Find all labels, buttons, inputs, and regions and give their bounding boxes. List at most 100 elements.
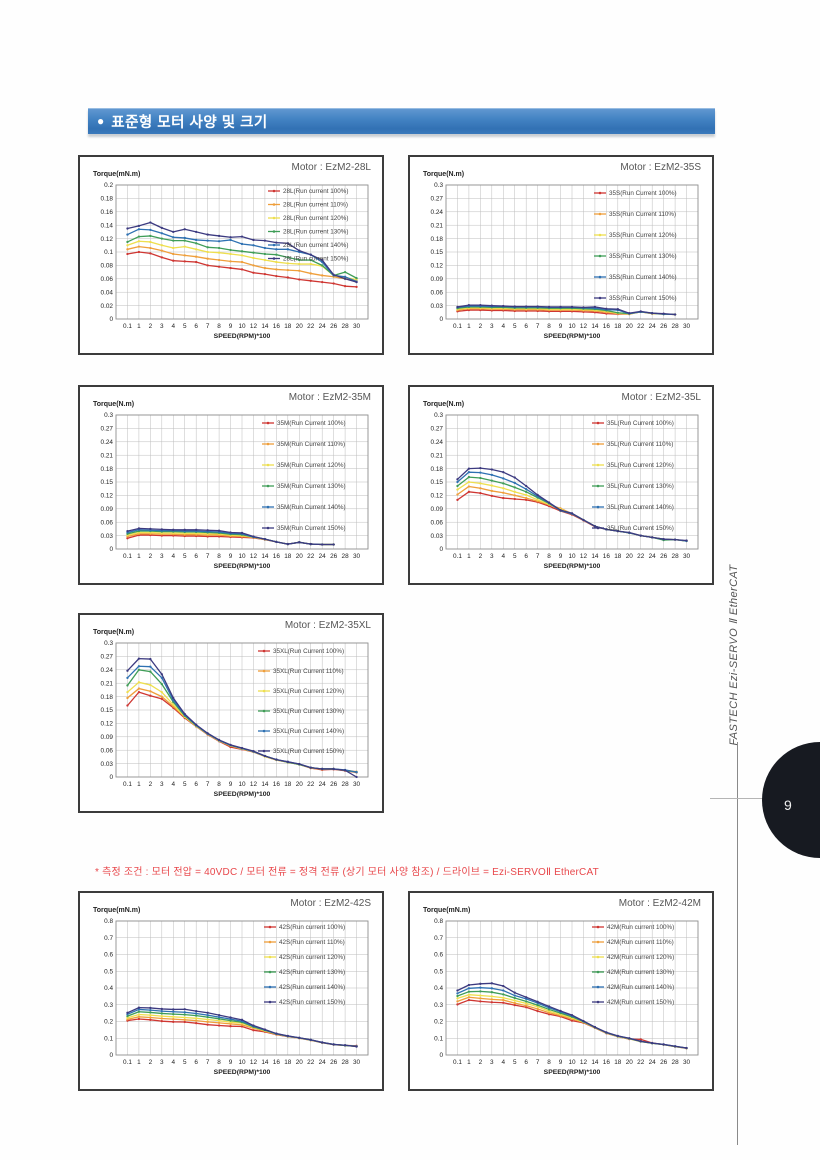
chart-title: Motor : EzM2-35XL (284, 620, 371, 631)
svg-text:35S(Run Current 100%): 35S(Run Current 100%) (609, 190, 677, 197)
svg-text:16: 16 (603, 323, 611, 330)
section-title: 표준형 모터 사양 및 크기 (111, 114, 268, 131)
page-number: 9 (784, 797, 792, 813)
svg-text:7: 7 (536, 1059, 540, 1066)
svg-text:7: 7 (206, 1059, 210, 1066)
svg-text:0.16: 0.16 (101, 209, 114, 216)
svg-text:0.12: 0.12 (431, 493, 444, 500)
svg-text:6: 6 (194, 781, 198, 788)
svg-text:0.21: 0.21 (431, 222, 444, 229)
svg-text:0.1: 0.1 (104, 1035, 113, 1042)
svg-text:30: 30 (353, 323, 361, 330)
x-axis-label: SPEED(RPM)*100 (214, 1069, 271, 1076)
svg-text:12: 12 (580, 553, 588, 560)
svg-text:10: 10 (568, 323, 576, 330)
series-line (456, 304, 677, 316)
svg-text:35XL(Run Current 120%): 35XL(Run Current 120%) (273, 688, 344, 695)
svg-text:0.6: 0.6 (434, 952, 443, 959)
svg-text:0.1: 0.1 (453, 323, 462, 330)
legend-entry: 35XL(Run Current 120%) (258, 688, 344, 695)
svg-text:7: 7 (206, 553, 210, 560)
svg-text:7: 7 (206, 323, 210, 330)
series-line (456, 982, 688, 1050)
svg-text:24: 24 (649, 1059, 657, 1066)
y-tick-labels: 0 0.03 0.06 0.09 0.12 0.15 0.18 0.21 0.24 0.27 0.3 (431, 412, 444, 553)
svg-text:35L(Run Current 140%): 35L(Run Current 140%) (607, 504, 674, 511)
svg-text:26: 26 (330, 781, 338, 788)
svg-text:24: 24 (649, 553, 657, 560)
svg-text:20: 20 (626, 1059, 634, 1066)
svg-text:35XL(Run Current 110%): 35XL(Run Current 110%) (273, 668, 344, 675)
svg-text:0.2: 0.2 (104, 182, 113, 189)
svg-text:42M(Run current 140%): 42M(Run current 140%) (607, 984, 674, 991)
svg-text:12: 12 (580, 323, 588, 330)
legend-entry: 28L(Run current 130%) (268, 229, 348, 236)
legend-entry: 35S(Run Current 110%) (594, 211, 676, 218)
svg-text:0.06: 0.06 (101, 747, 114, 754)
legend-entry: 35M(Run Current 120%) (262, 462, 346, 469)
svg-text:42M(Run current 110%): 42M(Run current 110%) (607, 939, 674, 946)
chart-title: Motor : EzM2-35S (620, 162, 701, 173)
svg-text:35M(Run Current 100%): 35M(Run Current 100%) (277, 420, 346, 427)
svg-text:35XL(Run Current 130%): 35XL(Run Current 130%) (273, 708, 344, 715)
svg-text:0: 0 (439, 546, 443, 553)
svg-text:42M(Run current 100%): 42M(Run current 100%) (607, 924, 674, 931)
svg-text:0.3: 0.3 (104, 1002, 113, 1009)
legend-entry: 35S(Run Current 100%) (594, 190, 677, 197)
y-axis-label: Torque(mN.m) (93, 907, 141, 914)
svg-text:0.1: 0.1 (123, 1059, 132, 1066)
legend-entry: 42M(Run current 110%) (592, 939, 674, 946)
svg-text:2: 2 (149, 323, 153, 330)
svg-text:0.02: 0.02 (101, 303, 114, 310)
svg-text:42S(Run current 120%): 42S(Run current 120%) (279, 954, 345, 961)
svg-text:0.15: 0.15 (101, 479, 114, 486)
svg-text:0.06: 0.06 (431, 519, 444, 526)
svg-text:0.12: 0.12 (101, 236, 114, 243)
legend-entry: 35S(Run Current 120%) (594, 232, 677, 239)
svg-text:0.3: 0.3 (104, 412, 113, 419)
svg-text:18: 18 (284, 781, 292, 788)
svg-text:9: 9 (559, 1059, 563, 1066)
svg-text:5: 5 (513, 553, 517, 560)
x-axis-label: SPEED(RPM)*100 (544, 563, 601, 570)
svg-text:12: 12 (250, 323, 258, 330)
x-tick-labels: 0.1 1 2 3 4 5 6 7 8 9 10 12 14 16 18 20 22 24 26 28 30 (123, 781, 361, 788)
legend-entry: 35M(Run Current 130%) (262, 483, 346, 490)
svg-text:0.7: 0.7 (434, 935, 443, 942)
measurement-condition-note: * 측정 조건 : 모터 전압 = 40VDC / 모터 전류 = 정격 전류 … (95, 867, 599, 878)
svg-text:3: 3 (490, 323, 494, 330)
legend-entry: 35XL(Run Current 150%) (258, 748, 344, 755)
svg-text:22: 22 (307, 553, 315, 560)
y-tick-labels: 0 0.03 0.06 0.09 0.12 0.15 0.18 0.21 0.24 0.27 0.3 (101, 412, 114, 553)
svg-text:35L(Run Current 100%): 35L(Run Current 100%) (607, 420, 674, 427)
legend: 35S(Run Current 100%) 35S(Run Current 110… (594, 190, 677, 302)
legend-entry: 35L(Run Current 100%) (592, 420, 674, 427)
svg-text:0.1: 0.1 (123, 553, 132, 560)
plot-area: 00.030.060.090.120.150.180.210.240.270.3… (101, 412, 369, 570)
svg-text:0.24: 0.24 (101, 439, 114, 446)
svg-text:22: 22 (637, 553, 645, 560)
svg-text:0: 0 (439, 316, 443, 323)
svg-text:7: 7 (536, 323, 540, 330)
svg-text:0.24: 0.24 (101, 667, 114, 674)
svg-text:42M(Run current 120%): 42M(Run current 120%) (607, 954, 674, 961)
x-axis-label: SPEED(RPM)*100 (214, 333, 271, 340)
series-line (126, 657, 358, 779)
svg-text:5: 5 (183, 323, 187, 330)
legend-entry: 42M(Run current 120%) (592, 954, 674, 961)
legend-entry: 35L(Run Current 130%) (592, 483, 674, 490)
svg-text:28L(Run current 130%): 28L(Run current 130%) (283, 229, 348, 236)
bullet-icon: ● (97, 114, 105, 128)
svg-text:0.03: 0.03 (431, 303, 444, 310)
y-axis-label: Torque(N.m) (93, 401, 135, 408)
svg-text:6: 6 (524, 553, 528, 560)
svg-text:22: 22 (307, 781, 315, 788)
legend-entry: 35XL(Run Current 130%) (258, 708, 344, 715)
svg-text:42M(Run current 130%): 42M(Run current 130%) (607, 969, 674, 976)
svg-text:4: 4 (501, 553, 505, 560)
svg-text:12: 12 (250, 553, 258, 560)
svg-text:26: 26 (660, 553, 668, 560)
legend-entry: 42S(Run current 100%) (264, 924, 345, 931)
legend-entry: 42S(Run current 150%) (264, 999, 345, 1006)
svg-text:28: 28 (342, 323, 350, 330)
